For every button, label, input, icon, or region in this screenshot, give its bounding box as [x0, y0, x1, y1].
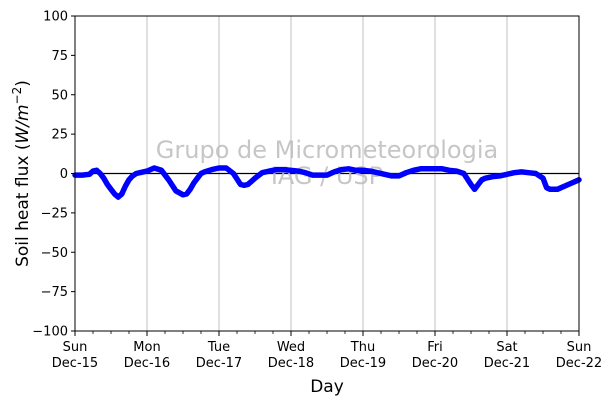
x-tick-weekday: Mon: [133, 340, 160, 355]
x-tick-date: Dec-16: [124, 356, 170, 371]
y-tick-label: 0: [60, 167, 68, 182]
x-tick-weekday: Wed: [277, 340, 305, 355]
x-tick-weekday: Sun: [567, 340, 592, 355]
y-axis-title-exponent: −2: [10, 87, 24, 105]
x-tick-date: Dec-22: [556, 356, 602, 371]
y-tick-label: 50: [51, 88, 68, 103]
x-tick-date: Dec-15: [52, 356, 98, 371]
watermark-line-1: Grupo de Micrometeorologia: [156, 136, 498, 164]
x-tick-date: Dec-19: [340, 356, 386, 371]
x-tick-weekday: Sun: [63, 340, 88, 355]
x-tick-date: Dec-17: [196, 356, 242, 371]
y-tick-label: −25: [41, 206, 68, 221]
y-tick-label: 25: [51, 128, 68, 143]
x-axis-title: Day: [310, 377, 344, 397]
x-axis: SunDec-15MonDec-16TueDec-17WedDec-18ThuD…: [52, 331, 602, 371]
y-tick-label: −75: [41, 285, 68, 300]
y-axis-title-suffix: ): [13, 80, 33, 87]
y-axis-title-unit: W/m: [13, 104, 33, 143]
x-tick-weekday: Sat: [496, 340, 517, 355]
y-tick-label: −100: [32, 325, 68, 340]
y-tick-label: −50: [41, 246, 68, 261]
y-axis: 100 75 50 25 0 −25 −50 −75 −100: [32, 10, 75, 340]
x-tick-date: Dec-18: [268, 356, 314, 371]
x-tick-date: Dec-21: [484, 356, 530, 371]
x-tick-weekday: Thu: [350, 340, 375, 355]
series-line-0: [72, 165, 582, 200]
y-tick-label: 100: [43, 10, 68, 25]
y-axis-title: Soil heat flux (W/m−2): [10, 80, 33, 267]
x-tick-weekday: Fri: [427, 340, 443, 355]
x-tick-weekday: Tue: [207, 340, 230, 355]
y-tick-label: 75: [51, 49, 68, 64]
y-axis-title-prefix: Soil heat flux (: [13, 144, 33, 267]
watermark: Grupo de Micrometeorologia IAG / USP: [156, 136, 498, 190]
x-tick-date: Dec-20: [412, 356, 458, 371]
series-group: [72, 165, 582, 200]
